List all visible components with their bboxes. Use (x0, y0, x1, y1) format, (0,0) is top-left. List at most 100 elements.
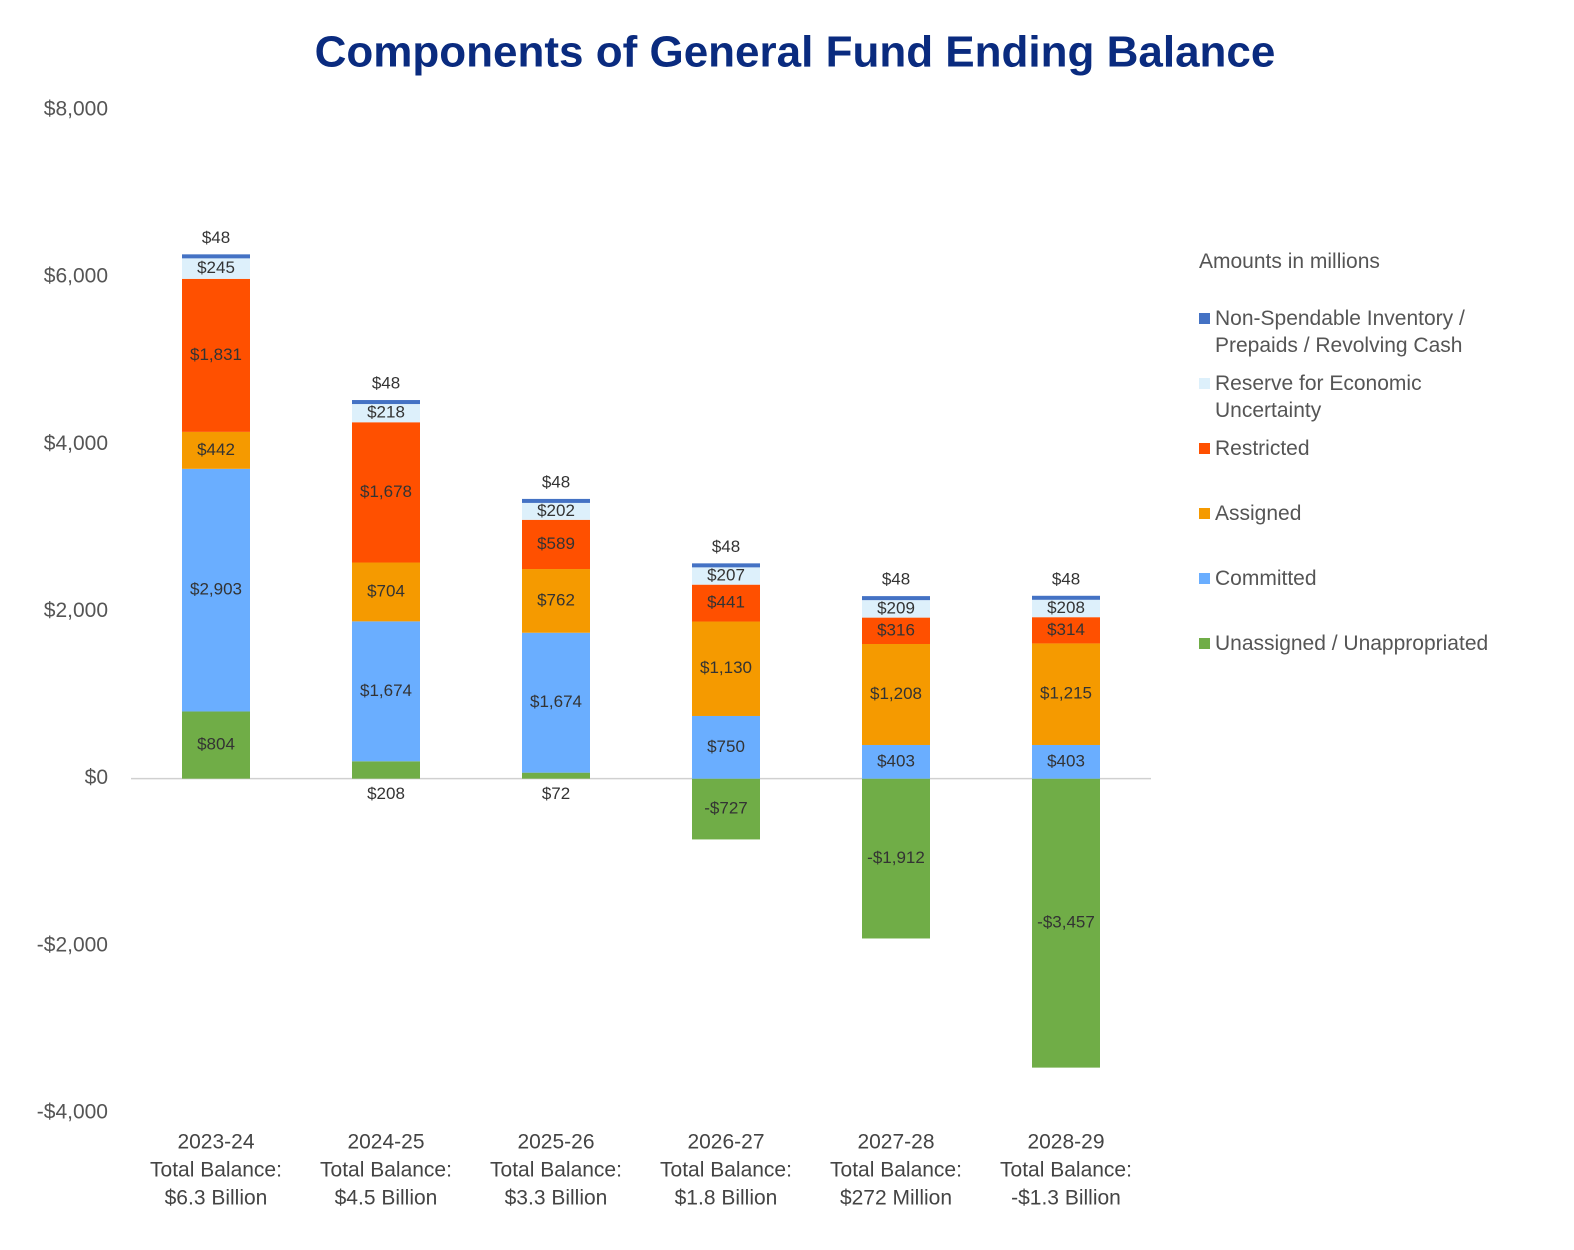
x-tick-label: Total Balance: (830, 1159, 962, 1182)
data-label: $314 (1047, 620, 1085, 639)
x-tick-label: 2026-27 (687, 1131, 764, 1154)
legend-key (1199, 508, 1210, 519)
data-label: $1,208 (870, 684, 922, 703)
bar-segment (522, 498, 590, 503)
bar-segment (1032, 595, 1100, 600)
bar-segment (182, 711, 250, 779)
data-label: $207 (707, 566, 745, 585)
legend-key (1199, 573, 1210, 584)
data-label: $1,678 (360, 482, 412, 501)
data-label: -$1,912 (867, 848, 925, 867)
bar-segment (352, 400, 420, 405)
x-tick-label: $3.3 Billion (505, 1187, 608, 1210)
legend-key (1199, 378, 1210, 389)
bar-segment (862, 744, 930, 779)
x-tick-label: 2023-24 (177, 1131, 254, 1154)
bar-segment (692, 567, 760, 585)
legend-label: Non-Spendable Inventory / Prepaids / Rev… (1215, 307, 1465, 357)
legend-item: Unassigned / Unappropriated (1199, 630, 1515, 695)
bar-segment (522, 569, 590, 633)
data-label: $48 (202, 228, 230, 247)
y-tick-label: $0 (85, 766, 108, 789)
bar-segment (182, 468, 250, 712)
data-label: $245 (197, 258, 235, 277)
data-label: $48 (882, 570, 910, 589)
bar-segment (522, 772, 590, 779)
data-label: $316 (877, 620, 915, 639)
x-tick-label: 2024-25 (347, 1131, 424, 1154)
bar-segment (692, 621, 760, 716)
y-tick-label: $6,000 (44, 265, 108, 288)
data-label: $2,903 (190, 580, 242, 599)
x-tick-label: 2028-29 (1027, 1131, 1104, 1154)
bar-segment (352, 621, 420, 762)
bar-segment (522, 502, 590, 520)
data-label: $750 (707, 737, 745, 756)
legend-label: Unassigned / Unappropriated (1215, 632, 1489, 655)
bar-segment (522, 632, 590, 773)
data-label: $202 (537, 501, 575, 520)
data-label: $48 (542, 472, 570, 491)
y-tick-label: -$2,000 (37, 933, 108, 956)
legend-key (1199, 313, 1210, 324)
data-label: -$3,457 (1037, 913, 1095, 932)
bar-segment (1032, 778, 1100, 1068)
data-label: $403 (1047, 751, 1085, 770)
data-label: $48 (712, 537, 740, 556)
bar-segment (182, 254, 250, 259)
bar-segment (352, 761, 420, 779)
x-tick-label: Total Balance: (320, 1159, 452, 1182)
x-tick-label: $272 Million (840, 1187, 952, 1210)
bar-segment (182, 278, 250, 432)
x-tick-label: Total Balance: (490, 1159, 622, 1182)
data-label: $1,674 (530, 692, 582, 711)
data-label: $441 (707, 593, 745, 612)
x-tick-label: $1.8 Billion (675, 1187, 778, 1210)
data-label: $218 (367, 403, 405, 422)
data-label: $762 (537, 590, 575, 609)
bar-segment (352, 422, 420, 563)
y-tick-label: $4,000 (44, 432, 108, 455)
x-tick-label: $6.3 Billion (165, 1187, 268, 1210)
y-tick-label: $8,000 (44, 98, 108, 121)
data-label: $208 (367, 784, 405, 803)
x-tick-label: $4.5 Billion (335, 1187, 438, 1210)
bar-segment (1032, 744, 1100, 779)
bar-segment (1032, 599, 1100, 618)
legend-label: Restricted (1215, 437, 1310, 460)
bar-segment (862, 596, 930, 601)
bar-segment (352, 404, 420, 423)
x-tick-label: Total Balance: (1000, 1159, 1132, 1182)
legend-item: Committed (1199, 565, 1515, 630)
legend-label: Reserve for Economic Uncertainty (1215, 372, 1422, 422)
legend-key (1199, 443, 1210, 454)
data-label: $1,831 (190, 345, 242, 364)
data-label: $1,674 (360, 681, 412, 700)
bar-segment (862, 600, 930, 618)
bar-segment (352, 562, 420, 622)
bar-segment (1032, 617, 1100, 644)
x-tick-label: 2025-26 (517, 1131, 594, 1154)
x-tick-label: Total Balance: (150, 1159, 282, 1182)
data-label: $48 (372, 374, 400, 393)
legend: Amounts in millions Non-Spendable Invent… (1199, 250, 1549, 695)
data-label: $208 (1047, 598, 1085, 617)
bar-segment (862, 778, 930, 939)
data-label: $442 (197, 440, 235, 459)
bar-segment (692, 715, 760, 779)
bar-segment (692, 563, 760, 568)
data-label: $704 (367, 581, 405, 600)
bar-segment (862, 644, 930, 745)
legend-item: Assigned (1199, 500, 1515, 565)
bar-segment (522, 519, 590, 570)
data-label: $1,130 (700, 658, 752, 677)
x-tick-label: 2027-28 (857, 1131, 934, 1154)
data-label: $589 (537, 534, 575, 553)
bar-segment (182, 431, 250, 469)
data-label: $403 (877, 751, 915, 770)
legend-item: Restricted (1199, 435, 1515, 500)
data-label: $209 (877, 598, 915, 617)
legend-label: Committed (1215, 567, 1317, 590)
